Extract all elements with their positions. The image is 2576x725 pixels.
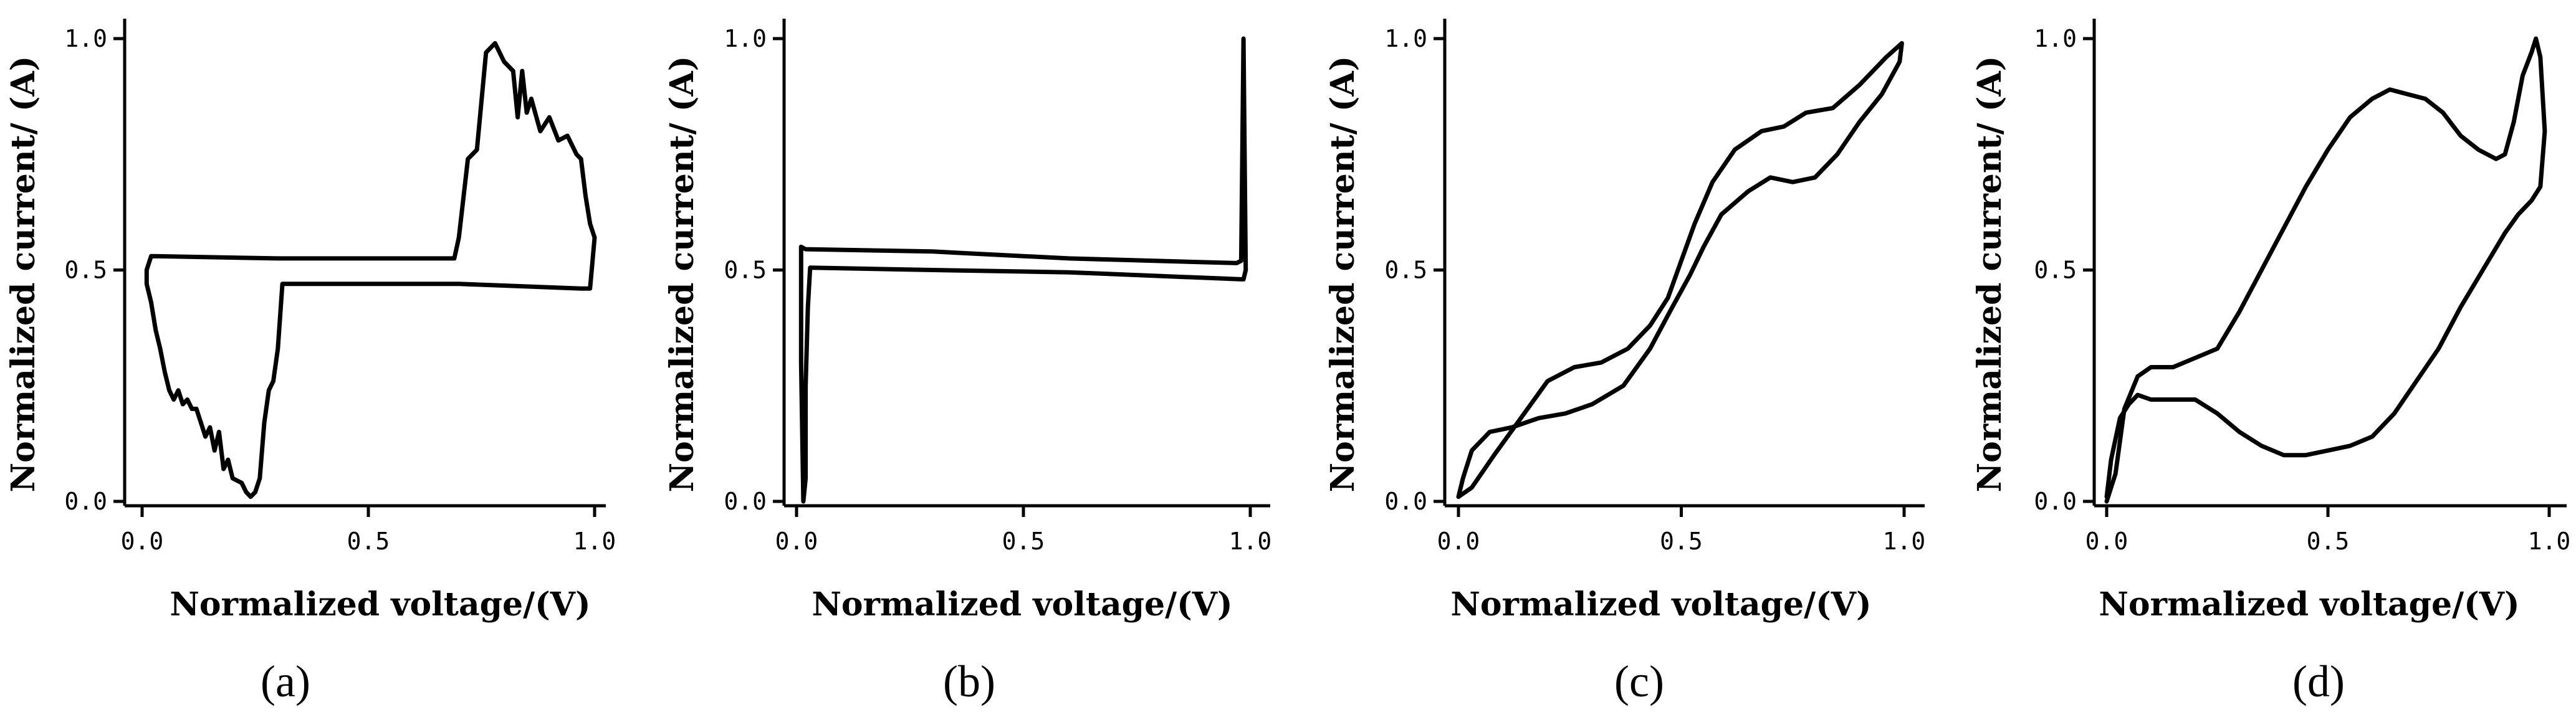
y-tick-label: 1.0 bbox=[1384, 25, 1427, 52]
y-tick-label: 0.5 bbox=[64, 257, 107, 284]
y-tick-label: 1.0 bbox=[2034, 25, 2077, 52]
x-tick-label: 0.5 bbox=[347, 528, 390, 555]
y-tick-label: 0.0 bbox=[64, 488, 107, 515]
y-axis-title: Normalized current/ (A) bbox=[1971, 56, 2009, 493]
x-tick-label: 0.5 bbox=[1660, 528, 1703, 555]
series-line-loop bbox=[144, 40, 597, 500]
panel-label: (c) bbox=[1614, 656, 1664, 706]
series-line-loop bbox=[1456, 40, 1904, 500]
x-tick-label: 1.0 bbox=[2528, 528, 2571, 555]
x-axis-title: Normalized voltage/(V) bbox=[1450, 585, 1871, 623]
y-axis-title: Normalized current/ (A) bbox=[663, 56, 701, 493]
x-tick-label: 1.0 bbox=[1229, 528, 1272, 555]
y-axis-title: Normalized current/ (A) bbox=[4, 56, 42, 493]
y-tick-label: 0.5 bbox=[724, 257, 767, 284]
panel-3: 0.0 0.5 1.0 0.0 0.5 1.0 Normalized current/ (A… bbox=[1324, 19, 1925, 706]
y-tick-label: 0.0 bbox=[724, 488, 767, 515]
y-tick-label: 0.5 bbox=[1384, 257, 1427, 284]
panel-1: 0.0 0.5 1.0 0.0 0.5 1.0 Normalized current/ (A… bbox=[4, 19, 616, 706]
x-tick-label: 0.5 bbox=[2307, 528, 2350, 555]
panel-2: 0.0 0.5 1.0 0.0 0.5 1.0 Normalized current/ (A… bbox=[663, 19, 1271, 706]
y-tick-label: 1.0 bbox=[724, 25, 767, 52]
x-tick-label: 0.0 bbox=[121, 528, 164, 555]
panel-label: (b) bbox=[943, 656, 995, 706]
x-tick-label: 1.0 bbox=[1883, 528, 1926, 555]
x-axis-title: Normalized voltage/(V) bbox=[812, 585, 1232, 623]
x-tick-label: 0.5 bbox=[1002, 528, 1045, 555]
panel-label: (d) bbox=[2292, 656, 2345, 706]
x-axis-title: Normalized voltage/(V) bbox=[170, 585, 590, 623]
panel-label: (a) bbox=[261, 656, 310, 706]
y-axis-title: Normalized current/ (A) bbox=[1324, 56, 1362, 493]
series-line-loop bbox=[2104, 36, 2547, 504]
y-tick-label: 0.5 bbox=[2034, 257, 2077, 284]
y-tick-label: 0.0 bbox=[2034, 488, 2077, 515]
x-tick-label: 0.0 bbox=[2085, 528, 2128, 555]
panel-4: 0.0 0.5 1.0 0.0 0.5 1.0 Normalized current/ (A… bbox=[1971, 19, 2570, 706]
x-tick-label: 0.0 bbox=[1437, 528, 1480, 555]
y-tick-label: 1.0 bbox=[64, 25, 107, 52]
x-axis-title: Normalized voltage/(V) bbox=[2099, 585, 2519, 623]
y-tick-label: 0.0 bbox=[1384, 488, 1427, 515]
x-tick-label: 0.0 bbox=[775, 528, 818, 555]
x-tick-label: 1.0 bbox=[573, 528, 616, 555]
series-line-loop bbox=[798, 36, 1248, 504]
